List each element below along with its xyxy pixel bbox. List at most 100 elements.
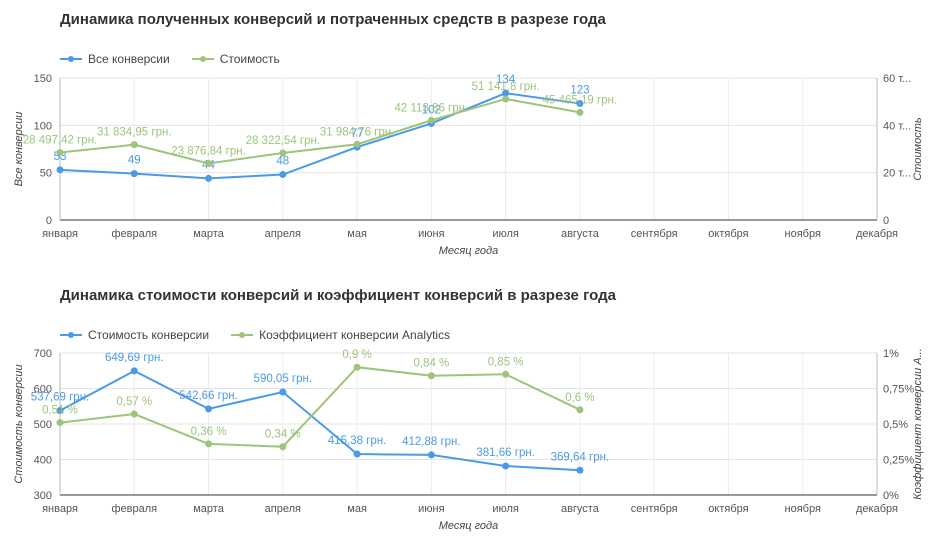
x-axis-title: Месяц года (439, 520, 499, 532)
data-point (205, 405, 213, 413)
y-tick-right-label: 40 т... (883, 120, 911, 132)
data-label: 0,85 % (488, 356, 524, 368)
data-label: 31 984,76 грн. (320, 126, 395, 138)
x-tick-label: июля (492, 503, 519, 515)
y-tick-right-label: 20 т... (883, 168, 911, 180)
data-point (279, 149, 287, 157)
chart-plot-area: 300 400 500 600 700 0% 0,25% 0,5% 0,75% 1% января ф… (13, 348, 924, 532)
x-tick-label: марта (193, 228, 224, 240)
legend-label: Стоимость (219, 52, 280, 66)
data-point (130, 410, 138, 418)
data-point (56, 166, 64, 174)
chart-legend: Все конверсии Стоимость (60, 52, 302, 66)
data-label: 649,69 грн. (105, 352, 164, 364)
y-axis-left-title: Все конверсии (13, 112, 25, 187)
series-line (59, 366, 581, 448)
x-tick-label: августа (561, 503, 600, 515)
y-tick-right-label: 0 (883, 215, 889, 227)
data-label: 0,36 % (191, 426, 227, 438)
data-label: 537,69 грн. (31, 392, 90, 404)
y-axis-right-title: Коэффициент конверсии A... (912, 348, 924, 500)
y-tick-left-label: 100 (34, 120, 52, 132)
data-label: 590,05 грн. (254, 373, 313, 385)
data-point (205, 159, 213, 167)
y-tick-right-label: 0,25% (883, 455, 914, 467)
x-tick-label: января (42, 503, 78, 515)
data-point (502, 95, 510, 103)
legend-label: Все конверсии (88, 52, 170, 66)
data-label: 77 (351, 128, 364, 140)
chart-plot-area: 0 50 100 150 0 20 т... 40 т... 60 т... января фев… (13, 73, 924, 257)
data-label: 48 (276, 156, 289, 168)
series-line (59, 369, 580, 472)
y-tick-left-label: 700 (34, 348, 52, 360)
data-label: 0,34 % (265, 429, 301, 441)
data-label: 0,57 % (116, 396, 152, 408)
data-point (279, 443, 287, 451)
data-point (56, 407, 64, 415)
x-tick-label: ноября (785, 228, 821, 240)
x-tick-label: мая (347, 228, 367, 240)
data-point (130, 141, 138, 149)
data-label: 0,84 % (413, 358, 449, 370)
chart-title: Динамика полученных конверсий и потрачен… (60, 11, 606, 28)
y-axis-right-title: Стоимость (912, 117, 924, 181)
x-tick-label: мая (347, 503, 367, 515)
data-label: 28 322,54 грн. (246, 135, 321, 147)
data-point (205, 174, 213, 182)
data-label: 542,66 грн. (179, 390, 238, 402)
x-tick-label: августа (561, 228, 600, 240)
data-label: 42 113,86 грн. (395, 102, 469, 114)
data-point (427, 116, 435, 124)
x-tick-label: декабря (856, 228, 898, 240)
y-tick-left-label: 400 (34, 455, 52, 467)
data-point (130, 367, 138, 375)
data-point (502, 462, 510, 470)
data-point (576, 108, 584, 116)
data-point (502, 370, 510, 378)
data-point (279, 171, 287, 179)
x-tick-label: октября (708, 228, 748, 240)
x-tick-label: июня (418, 228, 444, 240)
data-label: 0,6 % (565, 392, 594, 404)
data-label: 51 141,8 грн. (472, 81, 540, 93)
data-point (56, 149, 64, 157)
data-point (130, 170, 138, 178)
x-tick-label: января (42, 228, 78, 240)
legend-swatch-blue (60, 332, 82, 338)
x-tick-label: апреля (265, 503, 301, 515)
legend-swatch-green (231, 332, 254, 338)
chart-legend: Стоимость конверсии Коэффициент конверси… (60, 328, 472, 342)
y-tick-right-label: 1% (883, 348, 899, 360)
y-tick-right-label: 0,75% (883, 384, 914, 396)
x-tick-label: ноября (785, 503, 821, 515)
y-tick-left-label: 150 (34, 73, 52, 85)
legend-item-cost[interactable]: Стоимость (191, 52, 280, 66)
data-label: 45 465,19 грн. (543, 94, 618, 106)
data-point (205, 440, 213, 448)
data-point (353, 363, 361, 371)
legend-item-conversions[interactable]: Все конверсии (60, 52, 170, 66)
data-label: 415,38 грн. (328, 435, 387, 447)
data-label: 134 (496, 74, 516, 86)
x-tick-label: апреля (265, 228, 301, 240)
legend-item-conversion-cost[interactable]: Стоимость конверсии (60, 328, 209, 342)
y-tick-left-label: 600 (34, 384, 52, 396)
y-tick-left-label: 50 (40, 168, 52, 180)
data-label: 49 (128, 155, 141, 167)
legend-label: Коэффициент конверсии Analytics (259, 328, 451, 342)
data-label: 102 (422, 104, 441, 116)
data-label: 123 (570, 85, 589, 97)
data-label: 412,88 грн. (402, 436, 461, 448)
y-tick-left-label: 300 (34, 490, 52, 502)
data-point (576, 406, 584, 414)
x-tick-label: сентября (631, 228, 678, 240)
data-point (427, 372, 435, 380)
data-label: 369,64 грн. (551, 451, 610, 463)
legend-item-conversion-rate[interactable]: Коэффициент конверсии Analytics (231, 328, 450, 342)
x-tick-label: декабря (856, 503, 898, 515)
data-point (427, 451, 435, 459)
x-tick-label: октября (708, 503, 748, 515)
y-tick-right-label: 0,5% (883, 419, 908, 431)
x-tick-label: сентября (631, 503, 678, 515)
